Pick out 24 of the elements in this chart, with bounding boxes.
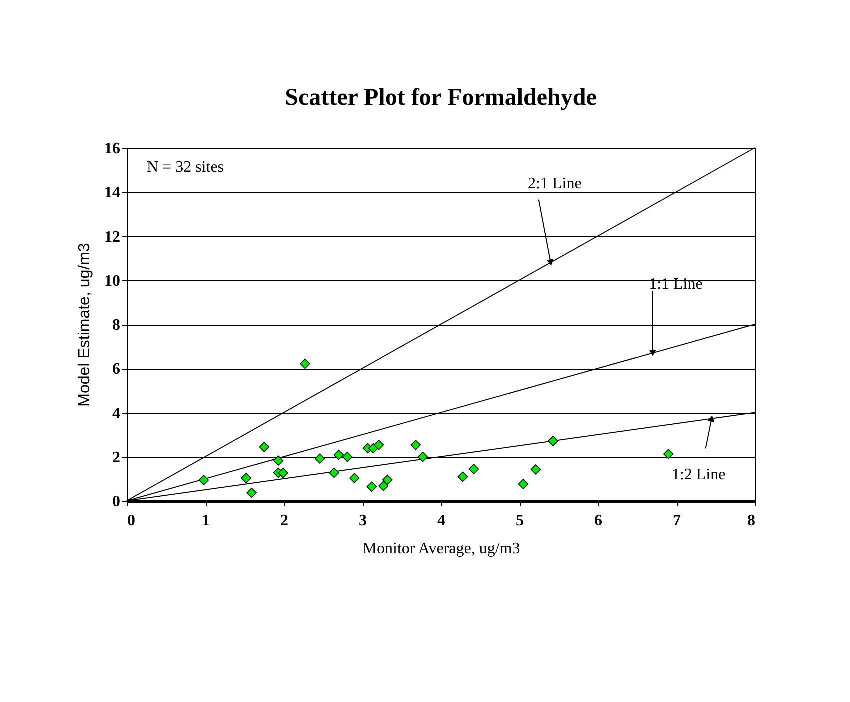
y-tick-label: 16 [104, 140, 120, 158]
x-tick-label: 5 [516, 512, 524, 530]
y-tick-label: 6 [112, 361, 120, 378]
y-tick-label: 12 [104, 228, 120, 246]
y-tick-label: 2 [112, 449, 120, 466]
chart-title: Scatter Plot for Formaldehyde [285, 85, 598, 111]
x-tick-label: 7 [673, 512, 681, 530]
y-tick-label: 10 [104, 272, 120, 290]
y-tick-label: 14 [104, 184, 120, 202]
x-tick-label: 6 [594, 512, 602, 530]
x-tick-label: 2 [280, 512, 288, 530]
y-tick-label: 4 [112, 405, 120, 422]
annotation: N = 32 sites [147, 159, 224, 176]
y-tick-label: 8 [112, 317, 120, 334]
x-tick-label: 0 [128, 512, 136, 530]
x-tick-label: 8 [748, 512, 756, 530]
annotation: 2:1 Line [528, 176, 582, 193]
x-tick-label: 1 [202, 512, 210, 530]
annotation: 1:2 Line [672, 466, 726, 484]
x-axis-title: Monitor Average, ug/m3 [362, 540, 520, 558]
y-tick-label: 0 [112, 494, 120, 510]
x-tick-label: 3 [359, 512, 367, 530]
y-axis-title: Model Estimate, ug/m3 [76, 243, 94, 407]
x-tick-label: 4 [438, 512, 446, 530]
